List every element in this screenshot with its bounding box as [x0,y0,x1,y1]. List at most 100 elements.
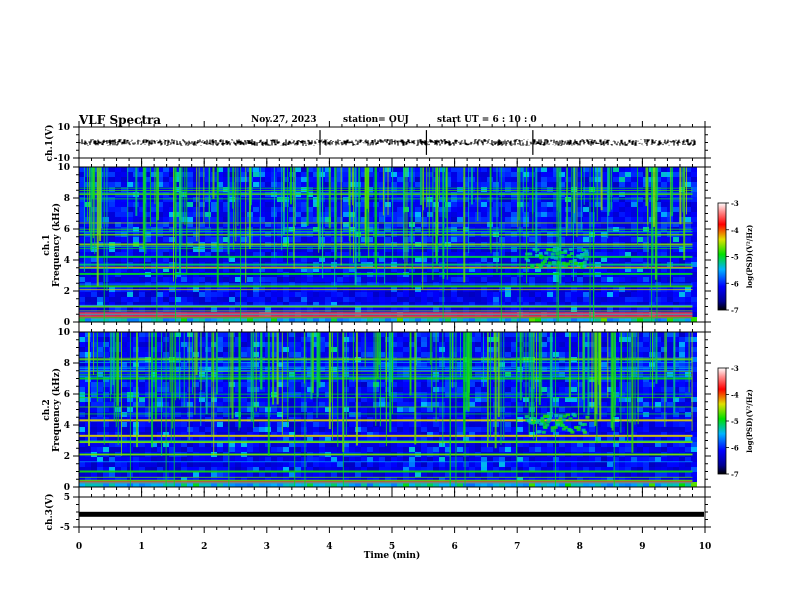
ch1-spectrogram-cell [661,237,667,242]
ch1-spectrogram-cell [163,237,169,242]
ch1-spectrogram-cell [421,317,427,322]
ch1-spectrogram-cell [613,167,619,172]
ch2-spectrogram-cell [145,457,151,462]
ch1-spectrogram-cell [295,197,301,202]
ch2-spectrogram-cell [343,467,349,472]
ch1-spectrogram-cell [181,302,187,307]
ch2-spectrogram-cell [319,407,325,412]
ch1-spectrogram-cell [349,317,355,322]
ch1-spectrogram-cell [505,257,511,262]
ch1-spectrogram-cell [451,187,457,192]
ch1-spectrogram-cell [691,277,697,282]
ch2-spectrogram-cell [265,467,271,472]
ch1-spectrogram-cell [325,302,331,307]
ch1-spectrogram-cell [91,267,97,272]
ch1-spectrogram-cell [505,297,511,302]
ch2-spectrogram-cell [361,362,367,367]
ch1-spectrogram-cell [277,292,283,297]
ch2-spectrogram-cell [103,342,109,347]
ch1-spectrogram-cell [673,297,679,302]
ch1-spectrogram-cell [631,267,637,272]
ch1-spectrogram-cell [361,307,367,312]
ch1-spectrogram-cell [331,252,337,257]
ch1-spectrogram-cell [493,237,499,242]
ch2-spectrogram-cell [121,422,127,427]
ch2-spectrogram-cell [217,467,223,472]
ch2-spectrogram-cell [175,332,181,337]
ch1-spectrogram-cell [157,237,163,242]
ch1-spectrogram-cell [241,212,247,217]
ch1-spectrogram-cell [103,217,109,222]
ch2-spectrogram-cell [229,482,235,487]
ch1-spectrogram-cell [505,177,511,182]
ch1-spectrogram-cell [355,187,361,192]
ch2-spectrogram-cell [307,352,313,357]
ch1-spectrogram-sferic-full [156,167,158,322]
ch1-spectrogram-cell [103,202,109,207]
ch1-spectrogram-cell [151,217,157,222]
ch1-spectrogram-cell [307,182,313,187]
ch1-spectrogram-cell [283,197,289,202]
ch1-spectrogram-cell [547,167,553,172]
ch1-spectrogram-cell [469,257,475,262]
ch2-spectrogram-cell [187,387,193,392]
ch1-spectrogram-cell [427,177,433,182]
ch2-spectrogram-cell [103,482,109,487]
ch1-spectrogram-cell [427,197,433,202]
ch2-spectrogram-cell [139,427,145,432]
ch2-spectrogram-cell [253,482,259,487]
ch1-spectrogram-cell [121,302,127,307]
ch1-spectrogram-cell [379,237,385,242]
ch2-spectrogram-cell [157,367,163,372]
ch1-spectrogram-cell [133,297,139,302]
ch1-spectrogram-cell [325,202,331,207]
ch2-spectrogram-cell [175,347,181,352]
ch1-spectrogram-cell [85,277,91,282]
ch1-spectrogram-cell [583,172,589,177]
ch1-spectrogram-cell [187,187,193,192]
ch1-spectrogram-cell [103,177,109,182]
ch1-spectrogram-sferic [426,167,428,208]
ch1-spectrogram-cell [307,172,313,177]
ch1-spectrogram-cell [673,167,679,172]
ch2-spectrogram-cell [253,462,259,467]
ch1-spectrogram-cell [463,292,469,297]
ch2-spectrogram-cell [259,482,265,487]
ch1-spectrogram-cell [199,187,205,192]
ch2-spectrogram-cell [367,472,373,477]
ch1-spectrogram-cell [499,267,505,272]
ch1-spectrogram-cell [463,277,469,282]
ch1-spectrogram-cell [403,237,409,242]
ch1-spectrogram-cell [439,217,445,222]
ch1-spectrogram-cell [313,302,319,307]
ch2-spectrogram-cell [151,407,157,412]
ch2-spectrogram-cell [277,347,283,352]
ch2-spectrogram-cell [319,427,325,432]
ch1-spectrogram-cell [157,207,163,212]
ch2-spectrogram-cell [295,337,301,342]
ch1-spectrogram-cell [505,247,511,252]
ch1-spectrogram-cell [217,172,223,177]
ch1-spectrogram-cell [475,257,481,262]
ch1-spectrogram-cell [283,212,289,217]
ch1-spectrogram-cell [511,247,517,252]
ch1-spectrogram-cell [691,192,697,197]
ch1-spectrogram-cell [169,207,175,212]
ch1-spectrogram-cell [211,307,217,312]
ch2-spectrogram-cell [103,387,109,392]
ch1-spectrogram-sferic [92,167,94,239]
ch1-spectrogram-cell [439,172,445,177]
ch1-spectrogram-cell [115,302,121,307]
ch1-spectrogram-cell [103,222,109,227]
ch2-spectrogram-cell [133,402,139,407]
ch2-spectrogram-cell [325,447,331,452]
ch1-spectrogram-cell [355,317,361,322]
ch1-spectrogram-cell [391,292,397,297]
ch1-spectrogram-cell [331,317,337,322]
ch1-spectrogram-cell [691,257,697,262]
ch1-spectrogram-cell [691,197,697,202]
ch1-spectrogram-cell [187,267,193,272]
ch2-spectrogram-cell [283,457,289,462]
ch1-spectrogram-cell [85,247,91,252]
ch2-spectrogram-cell [313,482,319,487]
